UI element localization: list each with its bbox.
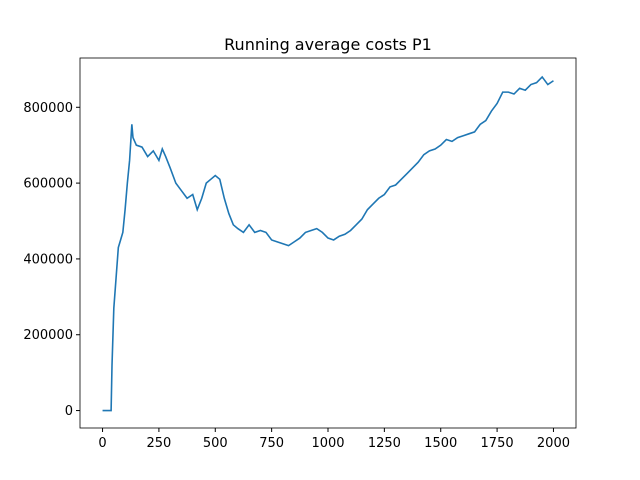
x-tick-label: 1250: [368, 436, 401, 451]
y-tick-label: 800000: [23, 101, 73, 116]
line: [102, 75, 554, 412]
x-tick-label: 250: [146, 436, 171, 451]
x-tick-label: 2000: [537, 436, 570, 451]
x-tick-label: 500: [203, 436, 228, 451]
y-tick-label: 600000: [23, 177, 73, 192]
y-tick-label: 200000: [23, 328, 73, 343]
x-tick-label: 1750: [481, 436, 514, 451]
chart-title: Running average costs P1: [224, 35, 432, 54]
x-tick-label: 1000: [311, 436, 344, 451]
x-tick-label: 0: [98, 436, 106, 451]
y-tick-label: 0: [65, 404, 73, 419]
axes-frame: [79, 57, 577, 429]
x-tick-label: 750: [259, 436, 284, 451]
x-tick-label: 1500: [424, 436, 457, 451]
y-tick-label: 400000: [23, 252, 73, 267]
